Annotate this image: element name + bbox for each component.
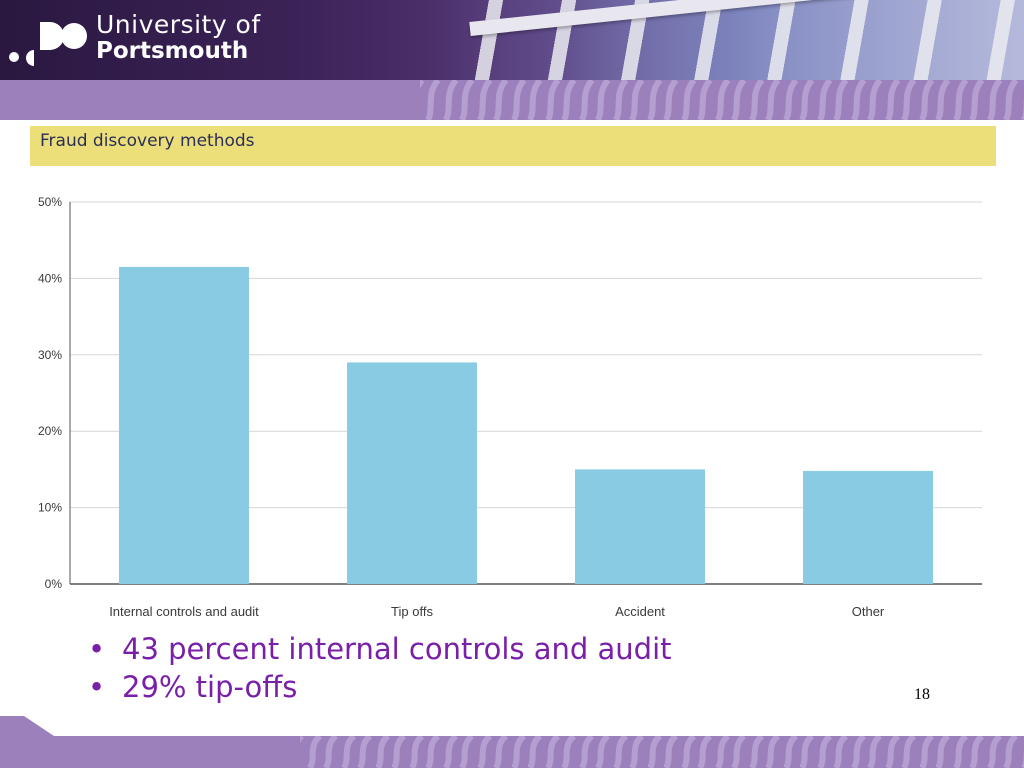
university-logo-icon xyxy=(9,22,87,66)
bar xyxy=(803,470,933,584)
bar xyxy=(347,362,477,584)
y-tick-label: 20% xyxy=(38,424,62,438)
bar xyxy=(575,469,705,584)
y-tick-label: 40% xyxy=(38,271,62,285)
chart-title-bar: Fraud discovery methods xyxy=(30,126,996,166)
page-number: 18 xyxy=(914,686,930,703)
chart-title: Fraud discovery methods xyxy=(40,131,255,151)
wave-pattern xyxy=(300,736,1024,768)
logo-text-portsmouth: Portsmouth xyxy=(96,38,249,64)
y-tick-label: 50% xyxy=(38,195,62,209)
bar-chart: 0% 10% 20% 30% 40% 50% Internal controls and a… xyxy=(38,195,982,619)
x-category-label: Internal controls and audit xyxy=(109,604,259,619)
wave-band-top xyxy=(0,80,1024,120)
bullet-text: 43 percent internal controls and audit xyxy=(122,632,672,666)
bullet-list: • 43 percent internal controls and audit … xyxy=(88,630,672,706)
wave-pattern xyxy=(420,80,1024,120)
bullet-text: 29% tip-offs xyxy=(122,670,298,704)
y-tick-label: 10% xyxy=(38,501,62,515)
logo-text-university: University of xyxy=(96,10,261,39)
x-category-label: Accident xyxy=(615,604,665,619)
y-tick-label: 0% xyxy=(45,577,63,591)
bullet-item: • 29% tip-offs xyxy=(88,670,298,704)
wave-band-bottom xyxy=(0,736,1024,768)
header-building-photo xyxy=(430,0,1024,80)
y-tick-label: 30% xyxy=(38,348,62,362)
bullet-item: • 43 percent internal controls and audit xyxy=(88,632,672,666)
x-category-label: Tip offs xyxy=(391,604,433,619)
header-banner: University of Portsmouth xyxy=(0,0,1024,80)
x-category-label: Other xyxy=(852,604,885,619)
bar xyxy=(119,266,249,584)
